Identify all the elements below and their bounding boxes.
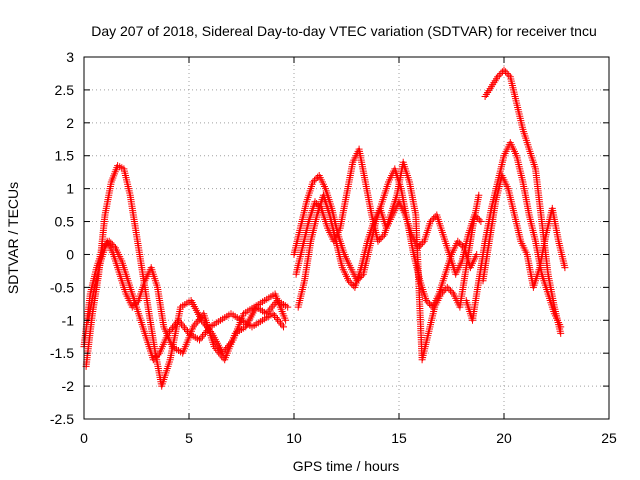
data-point <box>422 297 430 305</box>
series-trace-f <box>294 191 485 311</box>
data-point-fill <box>131 300 139 308</box>
plot-frame <box>83 56 610 420</box>
data-point-fill <box>475 216 483 224</box>
y-tick-label: 1.5 <box>55 148 75 164</box>
y-tick-label: -2 <box>62 378 75 394</box>
data-point-fill <box>439 288 447 296</box>
series-trace-c <box>84 237 292 364</box>
data-point-fill <box>474 214 482 222</box>
series-trace-b <box>82 162 290 390</box>
data-point <box>427 218 434 226</box>
data-point-fill <box>197 334 205 342</box>
data-point-fill <box>376 236 384 244</box>
data-point <box>475 191 483 199</box>
data-point-fill <box>182 326 190 334</box>
data-point <box>280 323 287 331</box>
data-point-fill <box>346 278 354 286</box>
data-point-fill <box>502 68 510 76</box>
y-tick-label: 2.5 <box>55 82 75 98</box>
data-point <box>471 211 479 219</box>
data-point-fill <box>348 280 356 288</box>
x-tick-label: 20 <box>496 430 512 446</box>
data-point-fill <box>417 241 425 249</box>
y-axis-label: SDTVAR / TECUs <box>5 182 21 294</box>
data-point-fill <box>448 288 456 296</box>
data-point <box>437 290 445 298</box>
y-tick-label: 2 <box>66 115 74 131</box>
data-point <box>284 303 292 311</box>
data-point <box>561 264 569 272</box>
data-point-fill <box>130 301 138 309</box>
data-point-fill <box>425 300 433 308</box>
x-tick-label: 10 <box>286 430 302 446</box>
data-point-fill <box>419 239 427 247</box>
y-tick-label: 3 <box>66 49 74 65</box>
data-point-fill <box>445 285 453 293</box>
data-point-fill <box>377 234 385 242</box>
data-point-fill <box>181 324 188 332</box>
data-point-fill <box>424 298 432 306</box>
y-tick-label: 0.5 <box>55 214 75 230</box>
axis-layer: 0 5 10 15 20 25 3 2.5 2 1.5 1 0.5 0 -0.5 -1 -1.5 -2 -2.5 <box>50 49 617 446</box>
data-point-fill <box>274 315 281 323</box>
chart-title: Day 207 of 2018, Sidereal Day-to-day VTE… <box>91 23 597 39</box>
data-point-fill <box>278 321 286 329</box>
y-tick-label: -0.5 <box>50 279 74 295</box>
data-point-fill <box>503 69 511 77</box>
y-tick-label: -2.5 <box>50 411 74 427</box>
y-tick-label: 1 <box>66 181 74 197</box>
data-point <box>309 178 317 186</box>
data-point-fill <box>310 176 318 184</box>
data-point-fill <box>267 304 275 312</box>
data-point <box>345 277 353 285</box>
data-point <box>477 218 485 226</box>
data-point-fill <box>179 322 187 330</box>
data-point-fill <box>495 71 503 79</box>
series-trace-i <box>462 139 565 331</box>
data-point-fill <box>379 232 387 240</box>
data-point-fill <box>457 241 465 249</box>
data-point <box>557 323 565 331</box>
data-point <box>454 237 462 245</box>
data-point <box>473 250 481 258</box>
y-tick-label: 0 <box>66 246 74 262</box>
x-tick-label: 25 <box>601 430 617 446</box>
data-point <box>128 303 136 311</box>
data-point-fill <box>455 239 463 247</box>
data-point <box>414 244 422 252</box>
data-point-fill <box>275 317 283 325</box>
data-point-fill <box>269 302 277 310</box>
y-tick-label: -1 <box>62 312 75 328</box>
grid-layer <box>84 57 609 419</box>
data-point-fill <box>133 298 141 306</box>
data-point <box>374 237 382 245</box>
data-layer <box>80 66 569 390</box>
data-point-fill <box>446 287 454 295</box>
data-point-fill <box>200 330 208 338</box>
data-point-fill <box>271 312 278 320</box>
x-axis-label: GPS time / hours <box>293 458 400 474</box>
y-tick-label: -1.5 <box>50 345 74 361</box>
data-point <box>557 329 565 337</box>
data-point <box>311 198 319 206</box>
x-tick-label: 0 <box>80 430 88 446</box>
data-point <box>500 66 508 74</box>
data-point-fill <box>312 175 320 183</box>
data-point-fill <box>497 69 505 77</box>
data-point-fill <box>428 216 436 224</box>
data-point <box>443 283 451 291</box>
x-tick-label: 15 <box>391 430 407 446</box>
x-tick-label: 5 <box>185 430 193 446</box>
data-point-fill <box>430 214 438 222</box>
data-point-fill <box>110 242 118 250</box>
data-point <box>282 316 290 324</box>
data-point-fill <box>472 213 480 221</box>
data-point <box>494 73 502 81</box>
data-point-fill <box>505 71 513 79</box>
data-point-fill <box>415 242 423 250</box>
data-point-fill <box>440 287 448 295</box>
